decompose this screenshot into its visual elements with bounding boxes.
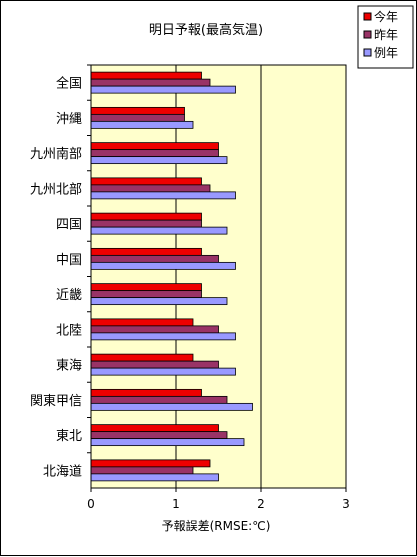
bar-今年-九州南部 xyxy=(90,142,219,151)
x-tick-label: 1 xyxy=(172,497,180,511)
bars-group xyxy=(90,71,253,482)
bar-例年-中国 xyxy=(90,261,236,270)
bar-昨年-東北 xyxy=(90,431,228,440)
x-tick-label: 2 xyxy=(257,497,265,511)
bar-昨年-九州北部 xyxy=(90,184,211,193)
plot-area xyxy=(91,65,346,488)
bar-例年-東北 xyxy=(90,438,245,447)
bar-今年-九州北部 xyxy=(90,177,202,186)
bar-今年-四国 xyxy=(90,212,202,221)
x-tick-label: 3 xyxy=(342,497,350,511)
bar-例年-北陸 xyxy=(90,332,236,341)
bar-昨年-九州南部 xyxy=(90,149,219,158)
category-label: 沖縄 xyxy=(56,112,82,127)
bar-昨年-沖縄 xyxy=(90,113,185,122)
chart-title: 明日予報(最高気温) xyxy=(149,22,263,38)
bar-昨年-北陸 xyxy=(90,325,219,334)
bar-例年-四国 xyxy=(90,226,228,235)
bar-昨年-四国 xyxy=(90,219,202,228)
category-label: 東北 xyxy=(56,428,82,444)
legend-swatch xyxy=(363,12,372,21)
category-label: 北陸 xyxy=(56,322,82,338)
bar-今年-全国 xyxy=(90,71,202,80)
x-axis-label: 予報誤差(RMSE:℃) xyxy=(162,518,271,533)
legend-swatch xyxy=(363,48,372,57)
category-label: 九州北部 xyxy=(30,182,82,197)
category-label: 東海 xyxy=(56,358,82,374)
bar-今年-関東甲信 xyxy=(90,388,202,397)
bar-例年-近畿 xyxy=(90,297,228,306)
category-label: 四国 xyxy=(56,218,82,233)
bar-例年-関東甲信 xyxy=(90,402,253,411)
category-label: 関東甲信 xyxy=(30,393,82,409)
legend-label: 今年 xyxy=(374,9,398,24)
legend-swatch xyxy=(363,30,372,39)
bar-今年-近畿 xyxy=(90,283,202,292)
bar-例年-全国 xyxy=(90,85,236,94)
category-label: 北海道 xyxy=(43,464,82,479)
bar-例年-九州南部 xyxy=(90,156,228,165)
bar-昨年-近畿 xyxy=(90,290,202,299)
bar-今年-東北 xyxy=(90,424,219,433)
bar-例年-北海道 xyxy=(90,473,219,482)
gridlines xyxy=(175,65,262,488)
x-tick-label: 0 xyxy=(87,497,95,511)
bar-昨年-中国 xyxy=(90,254,219,263)
bar-例年-九州北部 xyxy=(90,191,236,200)
bar-昨年-関東甲信 xyxy=(90,395,228,404)
legend-label: 例年 xyxy=(374,46,398,60)
category-label: 九州南部 xyxy=(30,146,82,162)
bar-昨年-全国 xyxy=(90,78,211,87)
x-tick-labels: 0 1 2 3 xyxy=(87,488,350,511)
bar-昨年-北海道 xyxy=(90,466,194,475)
bar-昨年-東海 xyxy=(90,360,219,369)
bar-今年-北海道 xyxy=(90,459,211,468)
bar-例年-東海 xyxy=(90,367,236,376)
bar-今年-北陸 xyxy=(90,318,194,327)
bar-例年-沖縄 xyxy=(90,120,194,129)
category-label: 中国 xyxy=(56,253,82,268)
bar-今年-沖縄 xyxy=(90,106,185,115)
legend-label: 昨年 xyxy=(374,28,398,42)
category-label: 近畿 xyxy=(56,288,82,303)
bar-今年-中国 xyxy=(90,247,202,256)
bar-今年-東海 xyxy=(90,353,194,362)
category-label: 全国 xyxy=(56,76,82,92)
